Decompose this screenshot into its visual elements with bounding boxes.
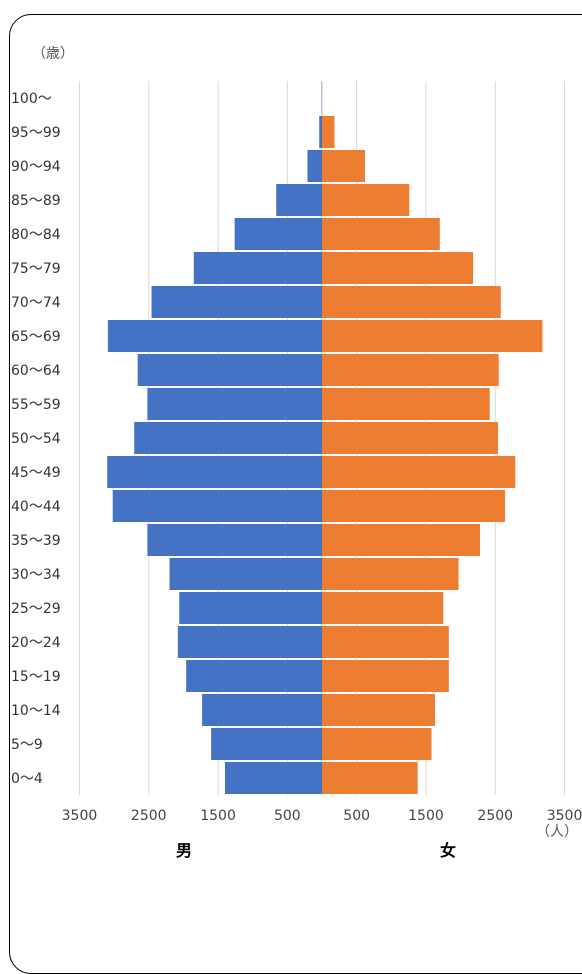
bar-female bbox=[322, 320, 542, 352]
bar-female bbox=[322, 422, 498, 454]
bar-male bbox=[147, 388, 322, 420]
age-label: 40～44 bbox=[11, 499, 61, 515]
bar-male bbox=[147, 524, 322, 556]
x-tick-labels: 3500 2500 1500 500 500 1500 2500 3500 bbox=[62, 808, 582, 824]
age-label: 15～19 bbox=[11, 669, 61, 685]
age-label: 55～59 bbox=[11, 397, 61, 413]
bar-male bbox=[235, 218, 322, 250]
bar-male bbox=[276, 184, 322, 216]
bar-male bbox=[170, 558, 322, 590]
bar-male bbox=[319, 116, 322, 148]
x-tick-label: 2500 bbox=[131, 808, 167, 824]
bars bbox=[107, 82, 542, 794]
bar-male bbox=[179, 592, 322, 624]
age-label: 100～ bbox=[11, 91, 52, 107]
bar-female bbox=[322, 694, 435, 726]
x-tick-label: 1500 bbox=[408, 808, 444, 824]
x-tick-label: 500 bbox=[343, 808, 370, 824]
age-label: 90～94 bbox=[11, 159, 61, 175]
bar-male bbox=[134, 422, 322, 454]
bar-female bbox=[322, 524, 480, 556]
population-pyramid-chart: 0～4 5～9 10～14 15～19 20～24 25～29 30～34 35～39 40～4… bbox=[0, 0, 582, 917]
bar-male bbox=[307, 150, 322, 182]
bar-female bbox=[322, 286, 501, 318]
x-tick-label: 1500 bbox=[200, 808, 236, 824]
bar-female bbox=[322, 184, 409, 216]
x-tick-label: 2500 bbox=[477, 808, 513, 824]
x-tick-label: 500 bbox=[274, 808, 301, 824]
age-label: 20～24 bbox=[11, 635, 61, 651]
age-label: 50～54 bbox=[11, 431, 61, 447]
bar-female bbox=[322, 218, 440, 250]
bar-female bbox=[322, 252, 473, 284]
bar-male bbox=[107, 456, 322, 488]
bar-male bbox=[194, 252, 322, 284]
age-label: 85～89 bbox=[11, 193, 61, 209]
age-label: 70～74 bbox=[11, 295, 61, 311]
x-tick-label: 3500 bbox=[547, 808, 582, 824]
bar-female bbox=[322, 150, 365, 182]
bar-female bbox=[322, 592, 443, 624]
bar-male bbox=[186, 660, 322, 692]
bar-female bbox=[322, 728, 431, 760]
age-label: 45～49 bbox=[11, 465, 61, 481]
bar-female bbox=[322, 762, 418, 794]
bar-female bbox=[322, 456, 515, 488]
bar-male bbox=[202, 694, 322, 726]
bar-female bbox=[322, 558, 459, 590]
bar-female bbox=[322, 660, 449, 692]
age-label: 30～34 bbox=[11, 567, 61, 583]
age-label: 25～29 bbox=[11, 601, 61, 617]
bar-male bbox=[138, 354, 322, 386]
age-label: 60～64 bbox=[11, 363, 61, 379]
age-label: 10～14 bbox=[11, 703, 61, 719]
age-label: 5～9 bbox=[11, 737, 43, 753]
bar-male bbox=[211, 728, 322, 760]
bar-female bbox=[322, 490, 505, 522]
male-label: 男 bbox=[176, 841, 192, 860]
age-label: 0～4 bbox=[11, 771, 43, 787]
bar-male bbox=[225, 762, 322, 794]
age-label: 35～39 bbox=[11, 533, 61, 549]
bar-male bbox=[152, 286, 322, 318]
x-tick-label: 3500 bbox=[62, 808, 98, 824]
bar-female bbox=[322, 354, 499, 386]
bar-male bbox=[108, 320, 322, 352]
bar-male bbox=[178, 626, 322, 658]
y-unit-label: （歳） bbox=[32, 46, 74, 62]
bar-female bbox=[322, 626, 449, 658]
bar-female bbox=[322, 388, 490, 420]
age-label: 75～79 bbox=[11, 261, 61, 277]
bar-male bbox=[113, 490, 322, 522]
x-unit-label: （人） bbox=[536, 824, 578, 840]
age-label: 95～99 bbox=[11, 125, 61, 141]
female-label: 女 bbox=[440, 841, 456, 860]
age-label: 65～69 bbox=[11, 329, 61, 345]
age-labels: 0～4 5～9 10～14 15～19 20～24 25～29 30～34 35～39 40～4… bbox=[11, 91, 61, 787]
age-label: 80～84 bbox=[11, 227, 61, 243]
bar-female bbox=[322, 116, 334, 148]
